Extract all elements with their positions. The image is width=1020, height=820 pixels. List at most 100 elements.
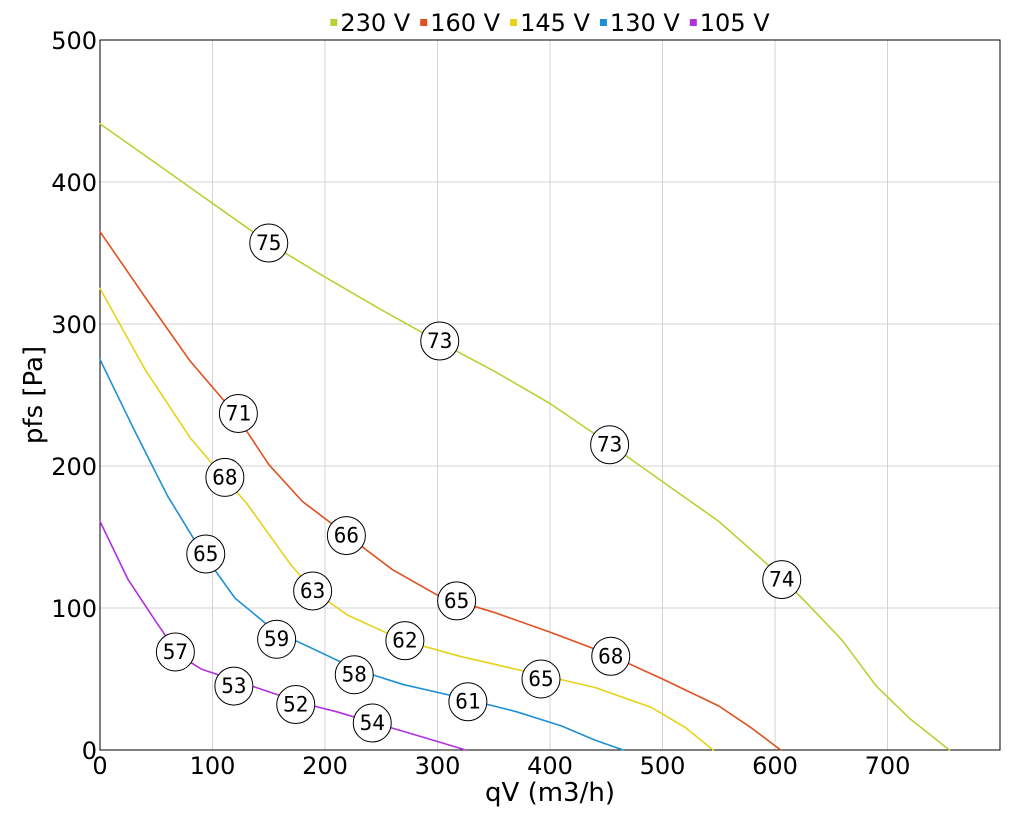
label-value: 65 (444, 589, 469, 613)
legend-swatch (689, 19, 697, 26)
point-label: 61 (448, 682, 488, 722)
legend-label: 145 V (520, 9, 590, 37)
point-label: 65 (186, 534, 226, 574)
point-label: 59 (257, 619, 297, 659)
point-label: 75 (249, 223, 289, 263)
series-line (99, 520, 467, 751)
label-circle (762, 560, 802, 600)
legend-item: 230 V (330, 9, 411, 37)
label-value: 74 (769, 568, 794, 592)
label-circle (155, 632, 195, 672)
label-circle (448, 682, 488, 722)
label-circle (590, 425, 630, 465)
label-circle (326, 516, 366, 556)
y-tick-label: 500 (51, 27, 97, 55)
legend-item: 160 V (420, 9, 501, 37)
x-axis-ticks: 0 100 200 300 400 500 600 700 (92, 752, 910, 780)
label-value: 62 (392, 629, 417, 653)
legend: 230 V 160 V 145 V 130 V 105 V (330, 9, 770, 37)
label-circle (249, 223, 289, 263)
point-label: 73 (420, 321, 460, 361)
series-line (99, 230, 782, 751)
label-value: 52 (283, 693, 308, 717)
series-lines (99, 123, 951, 751)
legend-swatch (330, 19, 338, 26)
point-label: 65 (521, 659, 561, 699)
label-circle (186, 534, 226, 574)
label-value: 75 (256, 231, 281, 255)
point-label: 53 (214, 666, 254, 706)
y-tick-label: 100 (51, 595, 97, 623)
point-label: 68 (591, 636, 631, 676)
point-label: 52 (276, 685, 316, 725)
point-label: 73 (590, 425, 630, 465)
label-circle (276, 685, 316, 725)
legend-item: 105 V (689, 9, 770, 37)
x-tick-label: 600 (752, 752, 798, 780)
label-value: 71 (226, 401, 251, 425)
label-circle (334, 655, 374, 695)
legend-label: 230 V (340, 9, 410, 37)
label-value: 65 (528, 667, 553, 691)
x-tick-label: 100 (190, 752, 236, 780)
label-value: 59 (264, 627, 289, 651)
point-label: 74 (762, 560, 802, 600)
label-value: 68 (598, 644, 623, 668)
y-tick-label: 400 (51, 169, 97, 197)
x-tick-label: 0 (92, 752, 107, 780)
point-label: 62 (385, 621, 425, 661)
x-tick-label: 300 (415, 752, 461, 780)
x-tick-label: 200 (302, 752, 348, 780)
series-line (99, 358, 624, 751)
x-tick-label: 700 (865, 752, 911, 780)
label-circle (293, 571, 333, 611)
label-circle (257, 619, 297, 659)
label-circle (420, 321, 460, 361)
label-circle (218, 393, 258, 433)
label-value: 65 (193, 542, 218, 566)
point-label: 68 (205, 457, 245, 497)
label-circle (591, 636, 631, 676)
label-value: 73 (427, 329, 452, 353)
label-value: 53 (221, 674, 246, 698)
point-label: 65 (437, 581, 477, 621)
label-value: 66 (334, 524, 359, 548)
y-tick-label: 300 (51, 311, 97, 339)
legend-label: 160 V (430, 9, 500, 37)
legend-item: 130 V (599, 9, 680, 37)
label-value: 61 (455, 690, 480, 714)
label-circle (521, 659, 561, 699)
legend-item: 145 V (510, 9, 591, 37)
legend-label: 105 V (700, 9, 770, 37)
point-label: 54 (352, 703, 392, 743)
label-value: 54 (360, 711, 385, 735)
point-label: 58 (334, 655, 374, 695)
label-circle (437, 581, 477, 621)
label-value: 73 (597, 433, 622, 457)
y-axis-ticks: 0 100 200 300 400 500 (51, 27, 97, 765)
y-tick-label: 0 (82, 737, 97, 765)
label-circle (352, 703, 392, 743)
legend-swatch (510, 19, 518, 26)
x-tick-label: 400 (527, 752, 573, 780)
y-axis-title: pfs [Pa] (19, 346, 49, 444)
label-value: 57 (163, 640, 188, 664)
x-tick-label: 500 (640, 752, 686, 780)
y-tick-label: 200 (51, 453, 97, 481)
point-label: 57 (155, 632, 195, 672)
series-line (99, 123, 951, 751)
series-line (99, 287, 714, 751)
point-label: 63 (293, 571, 333, 611)
label-value: 58 (342, 663, 367, 687)
label-circle (214, 666, 254, 706)
legend-label: 130 V (610, 9, 680, 37)
label-value: 63 (300, 579, 325, 603)
label-value: 68 (212, 465, 237, 489)
plot-area-frame (99, 39, 1001, 751)
legend-swatch (420, 19, 428, 26)
point-label: 66 (326, 516, 366, 556)
label-circle (385, 621, 425, 661)
x-axis-title: qV (m3/h) (485, 778, 615, 808)
point-labels: 75 73 73 74 71 66 65 68 68 63 62 65 65 59 58 61 57 53 52 54 (155, 223, 802, 743)
